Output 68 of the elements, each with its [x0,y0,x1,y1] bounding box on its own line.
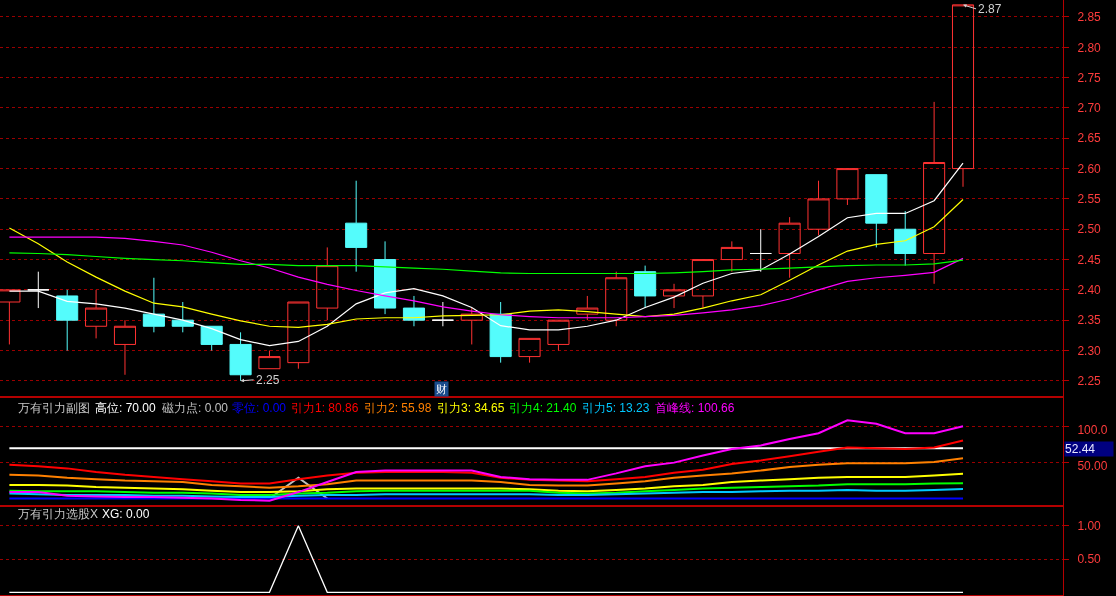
y-tick-label: 2.80 [1077,40,1102,55]
y-tick-label: 2.30 [1077,343,1102,358]
candlestick [287,301,310,370]
text: 引力1: 80.86 [291,401,359,415]
candlestick [460,307,483,345]
line-series [8,482,965,496]
y-tick-label: 2.55 [1077,192,1102,207]
text: 首峰线: 100.66 [655,401,735,415]
candlestick [402,295,426,327]
annotation: 2.25 [256,373,280,387]
line-series [8,439,965,485]
candlestick [720,240,743,273]
candlestick [200,325,223,352]
line-series [8,457,965,489]
y-tick-label: 2.40 [1077,283,1102,298]
y-tick-label: 2.25 [1077,374,1102,389]
line-series [8,198,964,329]
text: XG: 0.00 [102,507,150,521]
annotation: 财 [436,383,447,395]
y-tick-label: 100.0 [1077,422,1108,437]
y-tick-label: 50.00 [1077,458,1108,473]
candlestick [547,319,570,352]
y-tick-label: 1.00 [1077,518,1102,533]
candlestick [749,228,772,273]
y-tick-label: 2.50 [1077,222,1102,237]
y-tick-label: 2.85 [1077,10,1102,25]
y-tick-label: 0.50 [1077,552,1102,567]
candlestick [258,350,281,370]
chart-title: 万有引力选股X [18,507,99,521]
candlestick [345,180,368,273]
y-tick-label: 2.35 [1077,313,1102,328]
candlestick [865,174,888,248]
candlestick [489,301,512,364]
line-series [8,488,965,499]
text: 零位: 0.00 [232,401,287,415]
candlestick [316,246,339,321]
text: 引力2: 55.98 [364,401,432,415]
text: 2.87 [978,2,1002,16]
line-series [8,252,964,275]
y-tick-label: 2.65 [1077,131,1102,146]
text: 引力3: 34.65 [437,401,505,415]
text: 引力4: 21.40 [509,401,577,415]
line-series [8,236,964,319]
candlestick [142,277,165,333]
y-tick-label: 2.45 [1077,252,1102,267]
candlestick [894,210,917,267]
candlestick [27,271,50,309]
candlestick [634,265,657,309]
candlestick [576,295,599,321]
text: 磁力点: 0.00 [161,401,229,415]
line-series [8,419,965,502]
candlestick [374,240,397,315]
chart-title: 万有引力副图 [18,401,90,415]
line-series [8,472,965,494]
candlestick [923,101,946,285]
candlestick [605,271,628,327]
candlestick [518,337,541,364]
candlestick [56,289,79,352]
text: 高位: 70.00 [95,401,157,415]
y-tick-label: 2.70 [1077,101,1102,116]
candlestick [85,289,108,339]
candlestick [778,216,801,279]
y-tick-label: 2.60 [1077,161,1102,176]
candlestick [431,301,454,327]
y-tick-label: 2.75 [1077,70,1102,85]
text: 52.44 [1065,442,1096,456]
text: 引力5: 13.23 [582,401,650,415]
line-series [8,162,964,347]
